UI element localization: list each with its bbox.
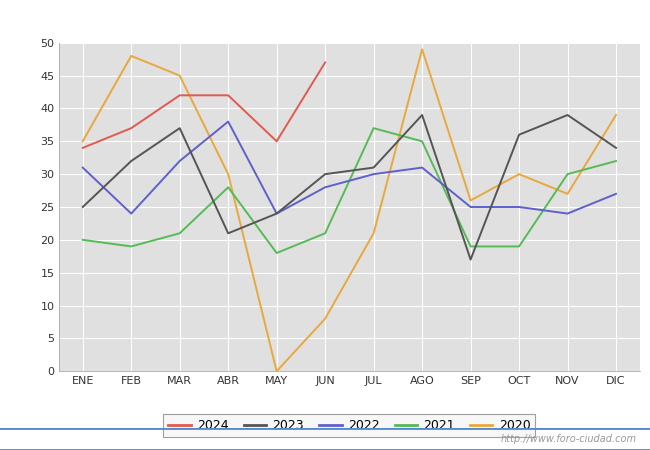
Text: Matriculaciones de Vehiculos en Ciempozuelos: Matriculaciones de Vehiculos en Ciempozu…	[131, 9, 519, 27]
Text: http://www.foro-ciudad.com: http://www.foro-ciudad.com	[501, 434, 637, 444]
Legend: 2024, 2023, 2022, 2021, 2020: 2024, 2023, 2022, 2021, 2020	[163, 414, 536, 437]
